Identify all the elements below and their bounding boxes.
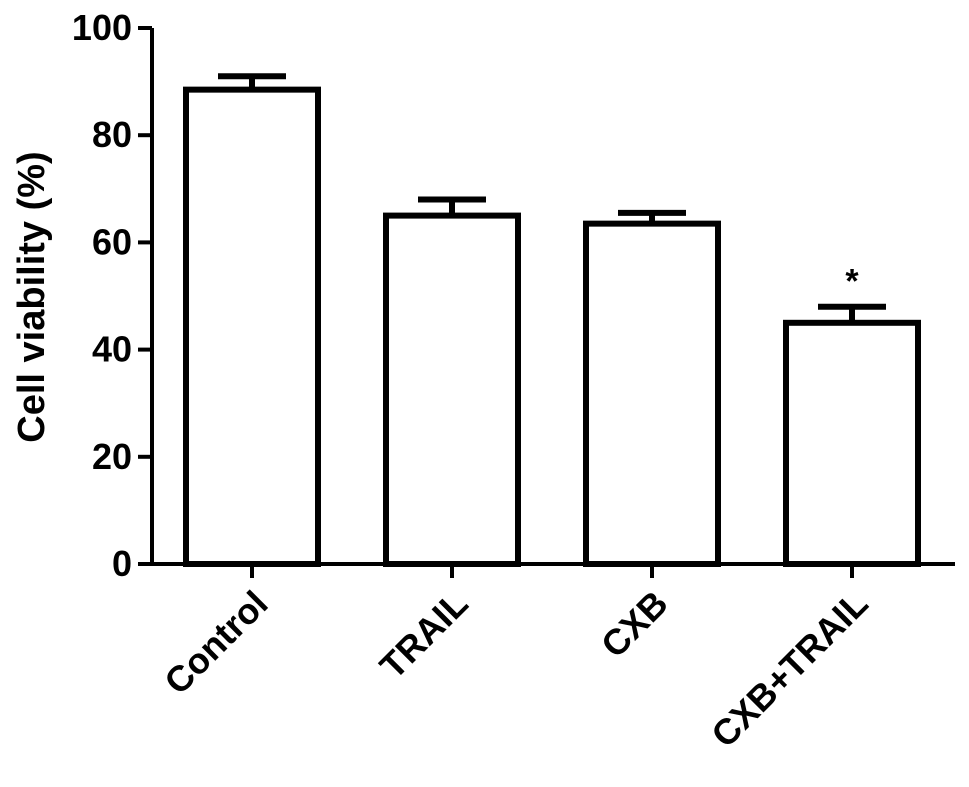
y-tick-label: 40 (92, 329, 132, 370)
significance-marker: * (845, 263, 859, 301)
y-axis-label: Cell viability (%) (11, 151, 53, 442)
bar (183, 86, 321, 567)
y-tick-label: 80 (92, 114, 132, 155)
bar (583, 220, 721, 567)
x-tick-label: Control (156, 583, 275, 702)
y-tick-label: 60 (92, 221, 132, 262)
bar (383, 212, 521, 567)
bar (783, 319, 921, 567)
plot-area: Control TRAIL CXB * CXB+TRAIL 0 20 40 60 80 100 (72, 7, 955, 755)
y-tick-label: 0 (112, 543, 132, 584)
x-tick-label: TRAIL (372, 583, 476, 687)
x-tick-label: CXB (593, 583, 676, 666)
y-tick-label: 100 (72, 7, 132, 48)
x-tick-label: CXB+TRAIL (703, 583, 876, 756)
y-tick-label: 20 (92, 436, 132, 477)
